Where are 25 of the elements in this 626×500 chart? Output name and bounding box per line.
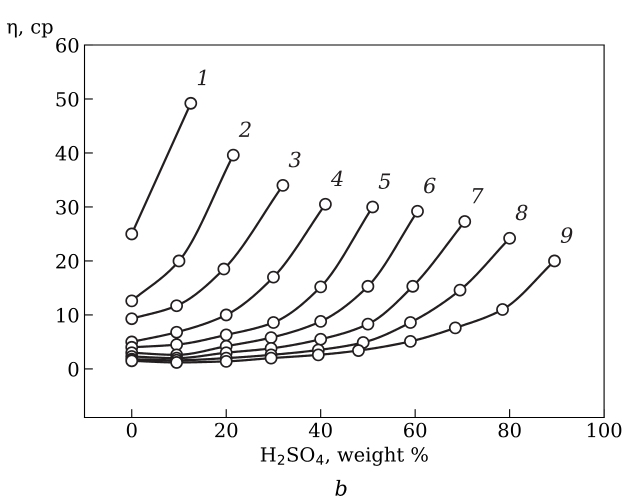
x-axis-title: H$_{2}$SO$_{4}$, weight % xyxy=(260,446,428,466)
y-tick-label: 60 xyxy=(56,38,78,53)
y-tick-label: 10 xyxy=(57,308,78,323)
series-label: 1 xyxy=(198,70,206,86)
series-label: 7 xyxy=(472,188,484,204)
y-tick-label: 40 xyxy=(56,146,78,161)
series-label: 9 xyxy=(560,227,572,244)
series-label: 8 xyxy=(516,204,528,220)
text: b xyxy=(335,480,347,496)
x-tick-label: 80 xyxy=(498,422,521,438)
y-axis-title: η, cp xyxy=(6,23,53,38)
y-tick-label: 0 xyxy=(68,362,78,377)
series-label: 4 xyxy=(330,170,343,186)
series-label: 2 xyxy=(238,121,251,137)
x-tick-label: 40 xyxy=(308,422,332,438)
x-tick-label: 100 xyxy=(588,422,622,438)
series-label: 5 xyxy=(378,174,390,190)
x-tick-label: 60 xyxy=(404,422,426,438)
series-label: 6 xyxy=(424,178,436,194)
y-tick-label: 50 xyxy=(56,92,78,107)
x-tick-label: 20 xyxy=(215,422,238,438)
y-tick-label: 30 xyxy=(56,200,78,215)
x-tick-label: 0 xyxy=(126,422,137,438)
y-tick-label: 20 xyxy=(56,254,78,269)
series-label: 3 xyxy=(288,152,300,168)
